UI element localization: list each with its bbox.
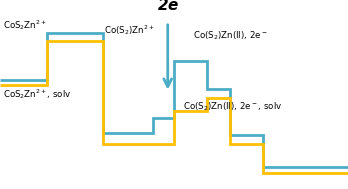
Text: CoS$_2$Zn$^{2+}$: CoS$_2$Zn$^{2+}$ — [3, 19, 47, 33]
Text: Co(S$_2$)Zn(II), 2e$^-$: Co(S$_2$)Zn(II), 2e$^-$ — [193, 30, 268, 42]
Text: Co(S$_2$)Zn(II), 2e$^-$, solv: Co(S$_2$)Zn(II), 2e$^-$, solv — [183, 100, 282, 113]
Text: 2e$^{-}$: 2e$^{-}$ — [157, 0, 188, 13]
Text: Co(S$_2$)Zn$^{2+}$: Co(S$_2$)Zn$^{2+}$ — [104, 23, 155, 37]
Text: CoS$_2$Zn$^{2+}$, solv: CoS$_2$Zn$^{2+}$, solv — [3, 87, 72, 101]
